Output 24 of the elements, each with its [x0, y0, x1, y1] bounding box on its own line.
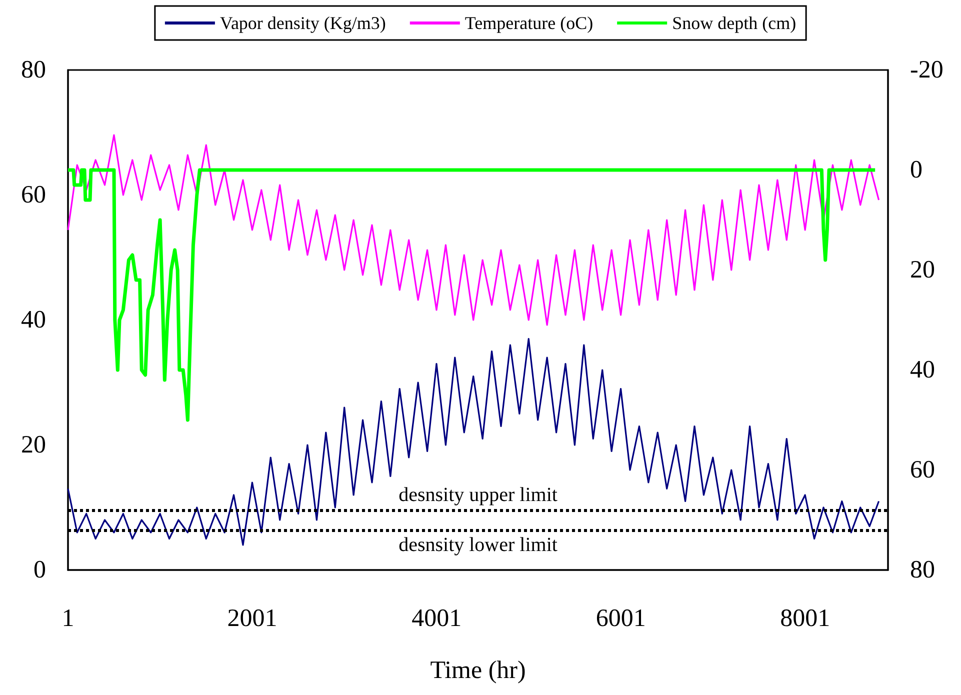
- y2-tick-label: 0: [910, 156, 922, 184]
- x-tick-label: 1: [62, 605, 74, 632]
- x-tick-label: 6001: [596, 605, 646, 632]
- y-tick-label: 0: [34, 556, 46, 584]
- y-tick-label: 60: [21, 182, 46, 208]
- y-tick-label: 20: [21, 432, 46, 458]
- y2-tick-label: 20: [910, 256, 935, 284]
- x-tick-label: 2001: [227, 605, 278, 632]
- y-tick-label: 40: [21, 306, 46, 334]
- x-tick-label: 8001: [780, 605, 830, 632]
- x-axis-title: Time (hr): [430, 657, 526, 684]
- y2-tick-label: 40: [910, 356, 935, 384]
- ref-line-label: desnsity lower limit: [398, 534, 558, 556]
- ref-line-label: desnsity upper limit: [398, 484, 558, 506]
- line-series: [66, 168, 877, 422]
- y-tick-label: 80: [21, 56, 46, 84]
- y2-tick-label: 80: [910, 556, 935, 584]
- legend-label: Vapor density (Kg/m3): [220, 13, 386, 33]
- y2-tick-label: -20: [910, 56, 944, 84]
- x-tick-label: 4001: [412, 605, 462, 632]
- y2-tick-label: 60: [910, 456, 935, 484]
- legend-label: Snow depth (cm): [672, 13, 796, 33]
- legend-label: Temperature (oC): [464, 13, 594, 33]
- line-series: [67, 134, 880, 326]
